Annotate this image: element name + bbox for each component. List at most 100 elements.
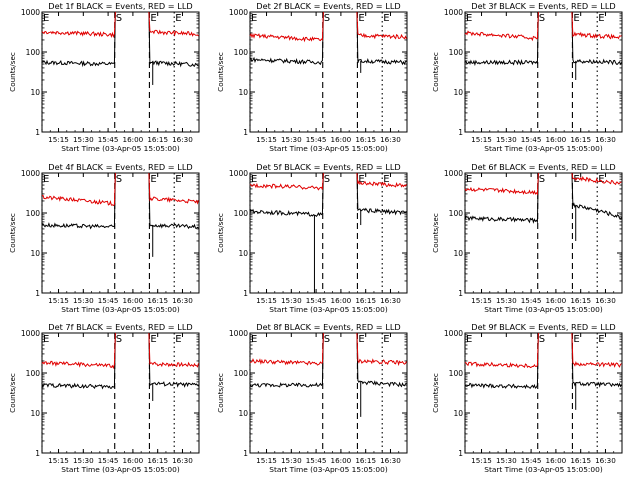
y-tick-label: 1000 (21, 329, 40, 338)
panel-det-5f: Det 5f BLACK = Events, RED = LLD 1 10 100 10… (216, 162, 408, 314)
y-tick-label: 10 (30, 409, 40, 418)
series-events (41, 172, 199, 230)
series-lld (41, 172, 199, 207)
plot-frame (464, 332, 623, 454)
marker-label: E (251, 13, 257, 24)
x-tick-label: 16:30 (172, 456, 193, 465)
plot-frame (41, 332, 200, 454)
series-events (464, 332, 622, 390)
marker-label: E (598, 13, 604, 24)
y-tick-label: 1 (243, 449, 248, 458)
x-tick-label: 16:00 (331, 456, 352, 465)
y-axis-label: Counts/sec (8, 373, 17, 413)
x-tick-label: 15:45 (98, 296, 119, 305)
x-tick-label: 15:45 (521, 296, 542, 305)
x-tick-label: 15:45 (98, 135, 119, 144)
plot-frame (249, 11, 408, 133)
plot-frame (41, 172, 200, 294)
series-lld (41, 11, 199, 38)
x-tick-label: 16:30 (380, 456, 401, 465)
y-tick-label: 1000 (229, 169, 248, 178)
marker-label: E (383, 174, 389, 185)
series-events (249, 11, 407, 66)
series-lld (464, 11, 622, 42)
x-tick-label: 15:30 (496, 135, 517, 144)
x-axis-label: Start Time (03-Apr-05 15:05:00) (484, 305, 603, 314)
x-tick-label: 16:15 (147, 456, 168, 465)
y-tick-label: 100 (234, 369, 249, 378)
y-tick-label: 1 (35, 128, 40, 137)
marker-label: E (383, 334, 389, 345)
y-tick-label: 100 (234, 209, 249, 218)
x-tick-label: 15:30 (281, 135, 302, 144)
series-lld (41, 332, 199, 370)
y-tick-label: 10 (453, 88, 463, 97)
y-tick-label: 1 (35, 449, 40, 458)
x-tick-label: 16:30 (380, 135, 401, 144)
x-tick-label: 15:15 (256, 456, 277, 465)
marker-label: E (466, 334, 472, 345)
x-tick-label: 16:30 (172, 296, 193, 305)
marker-label: S (116, 174, 122, 185)
series-lld (464, 332, 622, 369)
panel-det-6f: Det 6f BLACK = Events, RED = LLD 1 10 100 10… (431, 162, 623, 314)
y-tick-label: 1 (458, 128, 463, 137)
panel-title: Det 2f BLACK = Events, RED = LLD (256, 1, 400, 11)
series-lld (249, 172, 407, 191)
x-tick-label: 16:15 (570, 456, 591, 465)
marker-label: S (324, 13, 330, 24)
x-tick-label: 16:15 (355, 296, 376, 305)
x-axis-label: Start Time (03-Apr-05 15:05:00) (61, 144, 180, 153)
marker-label: S (116, 334, 122, 345)
marker-label: E (598, 174, 604, 185)
panel-det-9f: Det 9f BLACK = Events, RED = LLD 1 10 100 10… (431, 322, 623, 474)
panel-title: Det 9f BLACK = Events, RED = LLD (471, 322, 615, 332)
marker-label: E (358, 334, 364, 345)
x-tick-label: 16:30 (595, 296, 616, 305)
x-axis-label: Start Time (03-Apr-05 15:05:00) (269, 305, 388, 314)
x-tick-label: 16:00 (331, 135, 352, 144)
plot-frame (464, 11, 623, 133)
x-tick-label: 16:15 (147, 135, 168, 144)
panel-det-8f: Det 8f BLACK = Events, RED = LLD 1 10 100 10… (216, 322, 408, 474)
x-axis-label: Start Time (03-Apr-05 15:05:00) (484, 144, 603, 153)
x-tick-label: 15:30 (73, 456, 94, 465)
x-tick-label: 15:15 (256, 135, 277, 144)
plot-frame (249, 332, 408, 454)
x-tick-label: 16:00 (331, 296, 352, 305)
x-tick-label: 15:15 (48, 135, 69, 144)
x-tick-label: 16:15 (355, 135, 376, 144)
x-tick-label: 15:30 (496, 296, 517, 305)
y-tick-label: 100 (26, 209, 41, 218)
y-tick-label: 1000 (21, 169, 40, 178)
panel-det-2f: Det 2f BLACK = Events, RED = LLD 1 10 100 10… (216, 1, 408, 153)
marker-label: E (383, 13, 389, 24)
marker-label: E (175, 13, 181, 24)
y-tick-label: 100 (449, 48, 464, 57)
y-axis-label: Counts/sec (8, 52, 17, 92)
y-tick-label: 100 (449, 369, 464, 378)
y-tick-label: 10 (238, 249, 248, 258)
x-tick-label: 16:30 (595, 135, 616, 144)
series-events (249, 332, 407, 388)
y-axis-label: Counts/sec (8, 213, 17, 253)
y-tick-label: 1000 (444, 169, 463, 178)
y-tick-label: 100 (26, 48, 41, 57)
x-axis-label: Start Time (03-Apr-05 15:05:00) (484, 465, 603, 474)
x-tick-label: 16:30 (595, 456, 616, 465)
x-tick-label: 16:15 (570, 296, 591, 305)
y-tick-label: 1 (243, 128, 248, 137)
x-tick-label: 16:30 (380, 296, 401, 305)
x-tick-label: 15:45 (521, 135, 542, 144)
y-tick-label: 1000 (229, 8, 248, 17)
y-tick-label: 1 (35, 289, 40, 298)
series-events (41, 11, 199, 68)
x-tick-label: 16:15 (570, 135, 591, 144)
marker-label: E (358, 174, 364, 185)
marker-label: S (539, 334, 545, 345)
y-tick-label: 10 (453, 249, 463, 258)
x-tick-label: 15:30 (73, 296, 94, 305)
x-axis-label: Start Time (03-Apr-05 15:05:00) (61, 305, 180, 314)
marker-label: E (175, 174, 181, 185)
